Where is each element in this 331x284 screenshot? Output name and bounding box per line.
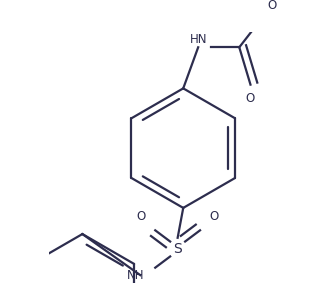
Text: O: O xyxy=(246,92,255,105)
Text: S: S xyxy=(173,242,182,256)
Text: HN: HN xyxy=(189,33,207,46)
Text: NH: NH xyxy=(126,269,144,282)
Text: O: O xyxy=(210,210,219,223)
Text: O: O xyxy=(267,0,276,12)
Text: O: O xyxy=(137,210,146,223)
